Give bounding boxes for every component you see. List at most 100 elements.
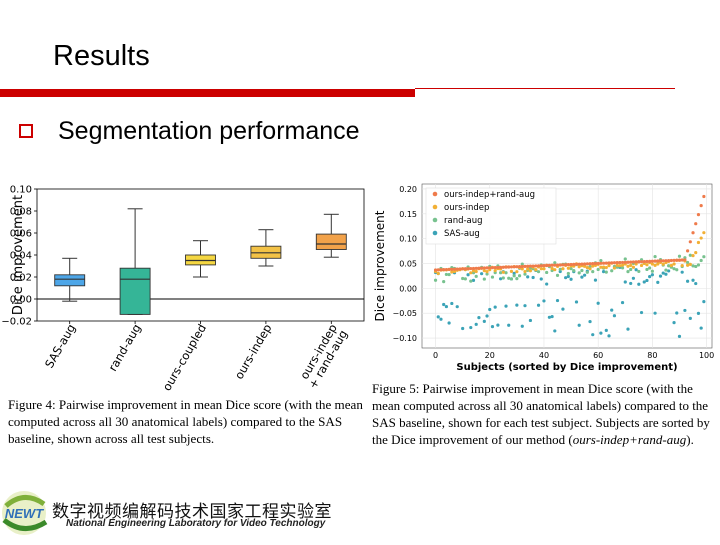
legend-marker xyxy=(432,191,438,197)
point-sas xyxy=(485,314,489,318)
point-top xyxy=(699,203,703,208)
box-1 xyxy=(54,274,86,287)
point-top xyxy=(642,259,646,264)
point-low xyxy=(569,267,573,271)
point-top xyxy=(550,263,554,267)
point-top xyxy=(509,265,514,269)
point-low xyxy=(677,254,682,258)
point-mid xyxy=(566,266,570,270)
x-tick-label-line: ours-indep xyxy=(232,322,275,382)
point-sas xyxy=(547,315,551,319)
point-mid xyxy=(694,251,698,255)
y-tick-label: −0.10 xyxy=(392,334,417,343)
y-tick-label: 0.08 xyxy=(10,207,32,218)
point-sas xyxy=(439,317,443,321)
point-sas xyxy=(471,278,476,282)
x-tick-label-line: rand-aug xyxy=(105,322,143,374)
point-low xyxy=(623,257,627,261)
point-low xyxy=(675,268,679,272)
point-sas xyxy=(634,268,638,272)
point-top xyxy=(583,262,587,266)
point-top xyxy=(447,267,451,272)
point-sas xyxy=(580,275,584,279)
point-mid xyxy=(699,236,703,240)
point-sas xyxy=(656,280,660,284)
point-top xyxy=(480,266,484,270)
point-low xyxy=(517,274,522,278)
point-sas xyxy=(523,304,527,308)
point-low xyxy=(536,270,541,274)
point-low xyxy=(667,264,671,268)
point-sas xyxy=(629,281,633,286)
point-sas xyxy=(642,280,646,284)
point-top xyxy=(631,260,636,264)
x-tick-label-line: ours-coupled xyxy=(160,322,209,393)
legend-label: rand-aug xyxy=(444,216,483,226)
point-sas xyxy=(469,325,473,330)
point-low xyxy=(461,276,465,281)
point-top xyxy=(648,259,652,263)
newt-logo-icon: NEWT xyxy=(2,491,48,535)
point-top xyxy=(477,266,481,270)
point-sas xyxy=(482,319,486,323)
point-sas xyxy=(520,324,524,328)
point-top xyxy=(471,266,476,271)
point-top xyxy=(528,264,533,268)
point-low xyxy=(672,267,676,271)
point-sas xyxy=(607,334,611,338)
point-top xyxy=(686,249,690,253)
point-low xyxy=(650,269,654,273)
figure-5-caption: Figure 5: Pairwise improvement in mean D… xyxy=(372,380,712,448)
point-sas xyxy=(680,270,684,274)
point-top xyxy=(442,268,446,272)
point-sas xyxy=(528,318,533,323)
point-mid xyxy=(561,267,565,271)
point-top xyxy=(536,264,541,268)
y-tick-label: 0.15 xyxy=(399,210,417,219)
point-sas xyxy=(545,282,549,286)
point-mid xyxy=(501,270,505,274)
point-sas xyxy=(691,278,695,282)
point-sas xyxy=(466,273,470,277)
point-low xyxy=(515,276,519,281)
point-sas xyxy=(553,329,557,333)
point-mid xyxy=(550,266,554,271)
y-tick-label: −0.05 xyxy=(392,309,417,318)
point-mid xyxy=(656,262,660,266)
point-mid xyxy=(631,265,636,269)
point-mid xyxy=(583,264,587,268)
point-low xyxy=(591,270,595,274)
point-low xyxy=(504,271,508,275)
y-axis-label: Dice improvement xyxy=(373,210,387,321)
point-sas xyxy=(688,316,692,321)
point-sas xyxy=(493,305,497,309)
x-tick-label: 80 xyxy=(647,351,657,360)
point-low xyxy=(577,271,581,275)
point-low xyxy=(523,272,527,276)
point-mid xyxy=(702,231,706,235)
point-low xyxy=(645,267,649,272)
point-top xyxy=(591,262,595,266)
figure-5-caption-method: ours-indep+rand-aug xyxy=(572,432,687,447)
point-sas xyxy=(436,315,440,319)
point-sas xyxy=(564,276,568,280)
point-low xyxy=(485,272,489,276)
point-top xyxy=(547,263,551,267)
point-mid xyxy=(604,265,608,270)
figure-5-scatter: 0.20 0.15 0.10 0.05 0.00 −0.05 −0.10 0 20 40 60 80 1… xyxy=(373,183,714,373)
point-top xyxy=(650,259,654,263)
x-axis-label: Subjects (sorted by Dice improvement) xyxy=(456,362,677,373)
point-sas xyxy=(461,326,465,331)
point-top xyxy=(526,264,530,268)
point-top xyxy=(433,268,438,272)
x-tick-label: 100 xyxy=(699,351,714,360)
point-top xyxy=(639,260,644,264)
point-sas xyxy=(645,278,649,283)
title-underline-bar xyxy=(0,89,415,97)
point-mid xyxy=(577,265,581,269)
point-mid xyxy=(588,267,592,271)
point-sas xyxy=(648,275,652,279)
point-low xyxy=(596,267,600,272)
point-sas xyxy=(507,323,511,327)
point-top xyxy=(593,261,598,266)
